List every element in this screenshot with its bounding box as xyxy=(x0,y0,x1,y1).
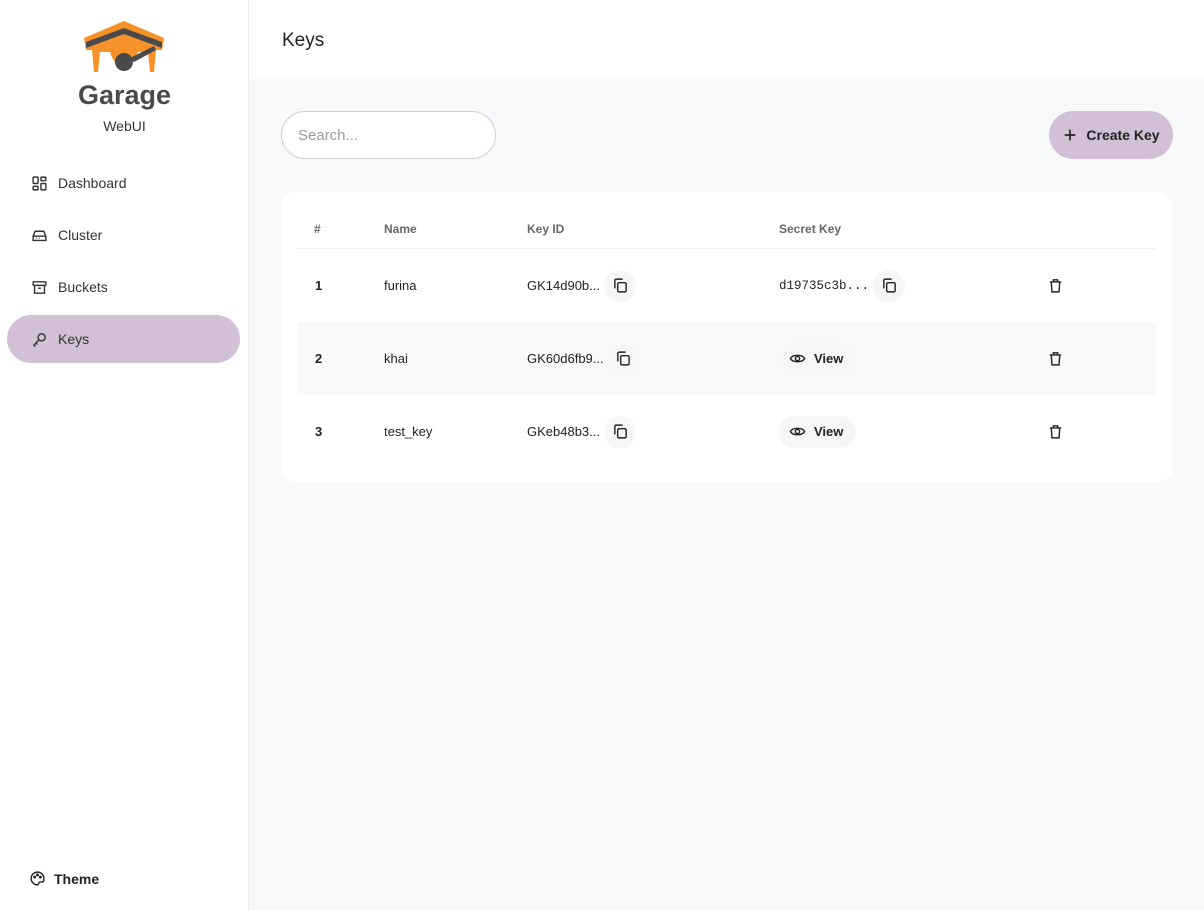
copy-icon xyxy=(613,278,627,293)
brand-name: Garage xyxy=(77,80,172,110)
theme-label: Theme xyxy=(54,870,100,887)
key-name: test_key xyxy=(384,424,433,439)
page-title: Keys xyxy=(282,30,325,51)
copy-key-id-button[interactable] xyxy=(604,269,636,302)
copy-key-id-button[interactable] xyxy=(604,415,636,448)
copy-key-id-button[interactable] xyxy=(607,342,640,375)
brand-subtitle: WebUI xyxy=(103,118,146,134)
table-row: 2 khai GK60d6fb9... View xyxy=(298,322,1156,395)
view-secret-button[interactable]: View xyxy=(779,415,857,448)
row-number: 3 xyxy=(315,424,323,439)
drive-icon xyxy=(32,230,47,241)
delete-key-button[interactable] xyxy=(1047,395,1064,468)
view-label: View xyxy=(814,424,844,439)
garage-logo xyxy=(84,21,164,72)
search-input[interactable] xyxy=(281,111,496,159)
trash-icon xyxy=(1049,425,1062,439)
sidebar-item-label: Buckets xyxy=(58,279,108,295)
copy-icon xyxy=(882,278,896,293)
sidebar-item-dashboard[interactable]: Dashboard xyxy=(7,159,240,207)
copy-icon xyxy=(613,424,627,439)
sidebar-item-label: Keys xyxy=(58,331,90,347)
plus-icon xyxy=(1065,129,1076,141)
key-id-value: GKeb48b3... xyxy=(527,424,600,439)
sidebar-item-label: Dashboard xyxy=(58,175,127,191)
copy-secret-button[interactable] xyxy=(873,269,906,302)
key-name: khai xyxy=(384,351,408,366)
row-number: 1 xyxy=(315,278,323,293)
create-key-label: Create Key xyxy=(1086,127,1160,143)
view-secret-button[interactable]: View xyxy=(779,342,857,375)
column-header-secret-key: Secret Key xyxy=(779,222,842,236)
key-id-value: GK60d6fb9... xyxy=(527,351,604,366)
sidebar-item-buckets[interactable]: Buckets xyxy=(7,263,240,311)
row-number: 2 xyxy=(315,351,323,366)
theme-button[interactable]: Theme xyxy=(29,870,99,887)
view-label: View xyxy=(814,351,844,366)
trash-icon xyxy=(1049,352,1062,366)
sidebar: Garage WebUI Dashboard Cluster Buckets K… xyxy=(0,0,249,910)
copy-icon xyxy=(617,351,630,366)
page-header: Keys xyxy=(249,0,1204,79)
table-row: 1 furina GK14d90b... d19735c3b... xyxy=(298,249,1156,322)
key-icon xyxy=(32,332,46,347)
archive-icon xyxy=(32,280,47,294)
delete-key-button[interactable] xyxy=(1047,322,1064,395)
column-header-key-id: Key ID xyxy=(527,222,565,236)
delete-key-button[interactable] xyxy=(1047,249,1064,322)
sidebar-item-keys[interactable]: Keys xyxy=(7,315,240,363)
eye-icon xyxy=(789,354,806,363)
palette-icon xyxy=(30,871,45,886)
dashboard-icon xyxy=(32,175,47,191)
trash-icon xyxy=(1049,279,1062,293)
column-header-number: # xyxy=(314,222,321,236)
keys-table: # Name Key ID Secret Key 1 furina GK14d9… xyxy=(282,192,1172,482)
header-divider xyxy=(298,248,1156,249)
secret-key-value: d19735c3b... xyxy=(779,278,870,293)
table-row: 3 test_key GKeb48b3... View xyxy=(298,395,1156,468)
key-id-value: GK14d90b... xyxy=(527,278,600,293)
column-header-name: Name xyxy=(384,222,417,236)
key-name: furina xyxy=(384,278,417,293)
sidebar-item-label: Cluster xyxy=(58,227,103,243)
eye-icon xyxy=(789,427,806,436)
sidebar-item-cluster[interactable]: Cluster xyxy=(7,211,240,259)
create-key-button[interactable]: Create Key xyxy=(1049,111,1173,159)
